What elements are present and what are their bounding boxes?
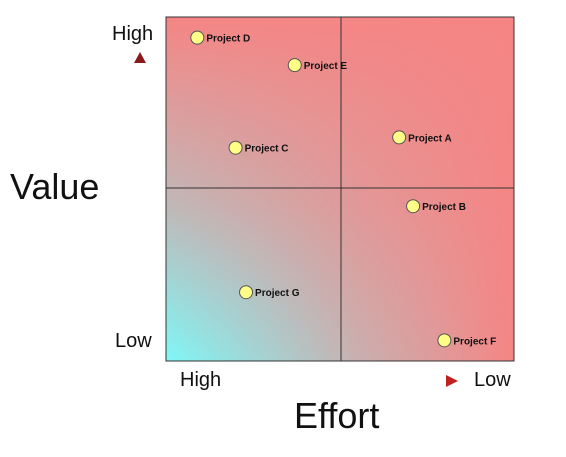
plot-border bbox=[165, 16, 515, 362]
x-axis-title: Effort bbox=[294, 395, 380, 436]
plot-background-overlay bbox=[166, 17, 514, 361]
x-axis-right-label: Low bbox=[474, 369, 511, 391]
project-label: Project G bbox=[255, 288, 300, 299]
project-point: Project G bbox=[239, 285, 300, 300]
project-label: Project E bbox=[304, 61, 348, 72]
project-marker bbox=[239, 285, 254, 300]
project-marker bbox=[190, 30, 205, 45]
project-label: Project D bbox=[206, 34, 250, 45]
project-point: Project E bbox=[287, 58, 348, 73]
points-layer: Project D Project E Project C Project A Proj… bbox=[190, 30, 496, 348]
project-marker bbox=[437, 333, 452, 348]
project-marker bbox=[392, 130, 407, 145]
y-axis-top-label: High bbox=[112, 23, 154, 45]
y-axis-arrow bbox=[134, 52, 146, 322]
project-point: Project A bbox=[392, 130, 452, 145]
project-label: Project C bbox=[245, 144, 289, 155]
project-marker bbox=[287, 58, 302, 73]
y-axis-title: Value bbox=[10, 166, 100, 207]
x-axis-arrow-head bbox=[446, 375, 458, 387]
project-point: Project F bbox=[437, 333, 496, 348]
y-axis-arrow-head bbox=[134, 52, 146, 63]
project-label: Project A bbox=[408, 133, 452, 144]
x-axis-left-label: High bbox=[180, 369, 222, 391]
y-axis-bottom-label: Low bbox=[115, 330, 152, 352]
project-point: Project B bbox=[406, 199, 466, 214]
project-label: Project F bbox=[453, 336, 496, 347]
project-marker bbox=[228, 140, 243, 155]
x-axis-arrow bbox=[244, 375, 458, 387]
project-point: Project C bbox=[228, 140, 289, 155]
project-marker bbox=[406, 199, 421, 214]
project-label: Project B bbox=[422, 202, 466, 213]
plot-area bbox=[165, 16, 515, 362]
project-point: Project D bbox=[190, 30, 250, 45]
